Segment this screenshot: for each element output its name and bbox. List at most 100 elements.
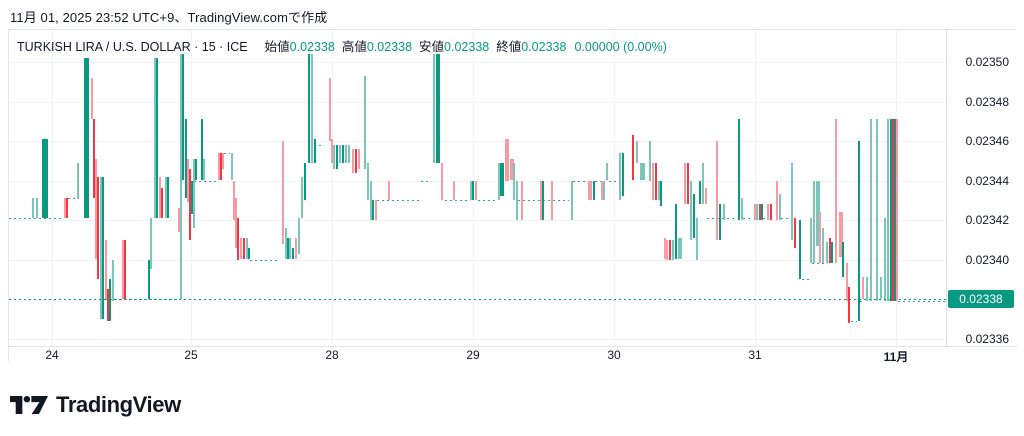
candle-bar: [122, 239, 124, 300]
candle-bar: [813, 180, 815, 264]
candle-bar: [846, 263, 848, 301]
candle-bar: [367, 162, 369, 201]
candle-bar: [502, 162, 504, 197]
gridline-h: [9, 260, 946, 261]
flat-candle-run: [478, 200, 496, 201]
candle-bar: [453, 180, 455, 201]
candle-bar: [660, 180, 662, 207]
candle-bar: [285, 227, 287, 260]
candle-bar: [201, 119, 203, 181]
candle-bar: [655, 162, 657, 201]
candle-bar: [516, 180, 518, 220]
gridline-h: [9, 141, 946, 142]
candle-bar: [842, 241, 844, 278]
flat-candle-run: [763, 218, 766, 219]
candle-bar: [829, 237, 831, 264]
time-axis-label: 25: [184, 348, 198, 362]
flat-candle-run: [189, 181, 216, 182]
candle-bar: [658, 180, 660, 201]
gridline-h: [9, 220, 946, 221]
candle-bar: [741, 198, 743, 220]
candle-bar: [500, 162, 502, 197]
price-axis-label: 0.02336: [965, 331, 1009, 346]
price-axis-label: 0.02342: [965, 213, 1009, 227]
time-axis-label: 29: [466, 348, 480, 362]
candle-bar: [124, 239, 126, 300]
candle-bar: [195, 158, 197, 181]
candle-bar: [636, 141, 638, 163]
candle-bar: [311, 54, 313, 163]
candle-bar: [370, 180, 372, 220]
candle-bar: [314, 139, 316, 163]
candle-bar: [222, 152, 224, 169]
candle-bar: [696, 218, 698, 260]
time-axis[interactable]: 24 25 28 29 30 31 11月: [9, 346, 1017, 364]
candle-bar: [246, 237, 248, 260]
candle-bar: [702, 162, 704, 205]
candle-bar: [652, 162, 654, 201]
candle-bar: [632, 135, 634, 181]
close-label: 終値: [496, 40, 522, 54]
flat-candle-run: [851, 321, 857, 322]
candle-bar: [109, 279, 111, 321]
candle-bar: [894, 119, 896, 301]
high-label: 高値: [341, 40, 367, 54]
candle-bar: [240, 237, 242, 260]
flat-candle-run: [609, 181, 622, 182]
candle-bar: [761, 204, 763, 220]
candle-bar: [352, 148, 354, 173]
candle-bar: [593, 180, 595, 201]
flat-candle-run: [250, 260, 280, 261]
candle-bar: [505, 139, 507, 181]
candle-bar: [887, 119, 889, 301]
candle-bar: [687, 162, 689, 205]
candle-bar: [542, 180, 544, 220]
flat-candle-run: [573, 181, 587, 182]
flat-candle-run: [595, 181, 605, 182]
candle-bar: [150, 218, 152, 270]
candle-bar: [791, 162, 793, 240]
candle-bar: [770, 204, 772, 220]
candle-bar: [193, 158, 195, 228]
candle-bar: [93, 119, 95, 199]
candle-bar: [880, 277, 882, 299]
candle-bar: [759, 204, 761, 220]
candle-bar: [348, 144, 350, 163]
candle-bar: [237, 218, 239, 260]
candle-bar: [705, 188, 707, 205]
candle-bar: [675, 204, 677, 260]
open-value: 0.02338: [289, 40, 335, 54]
symbol-title: TURKISH LIRA / U.S. DOLLAR · 15 · ICE: [17, 40, 248, 54]
candle-bar: [498, 162, 500, 201]
candle-bar: [287, 237, 289, 260]
candle-bar: [601, 180, 603, 201]
candle-bar: [433, 54, 435, 163]
time-axis-label: 24: [45, 348, 59, 362]
change-value: 0.00000 (0.00%): [574, 40, 667, 54]
candle-bar: [339, 144, 341, 163]
tradingview-branding[interactable]: TradingView: [10, 392, 181, 418]
candle-bar: [719, 204, 721, 240]
candle-bar: [233, 180, 235, 220]
candle-bar: [716, 141, 718, 240]
flat-candle-run: [707, 218, 737, 219]
candle-bar: [292, 247, 294, 260]
chart-legend[interactable]: TURKISH LIRA / U.S. DOLLAR · 15 · ICE 始値0…: [17, 36, 667, 55]
candle-bar: [831, 241, 833, 264]
candle-bar: [892, 119, 894, 301]
candle-bar: [336, 144, 338, 169]
candle-bar: [858, 141, 860, 321]
candle-bar: [866, 277, 868, 301]
flat-candle-run: [9, 218, 63, 219]
candle-bar: [521, 180, 523, 220]
candle-bar: [794, 218, 796, 248]
candle-bar: [304, 162, 306, 201]
candle-bar: [890, 119, 892, 301]
candle-bar: [95, 158, 97, 260]
candle-bar: [97, 176, 99, 280]
time-axis-label: 30: [607, 348, 621, 362]
plot-area[interactable]: [9, 30, 946, 346]
candle-bar: [66, 198, 68, 219]
candle-bar: [606, 162, 608, 181]
